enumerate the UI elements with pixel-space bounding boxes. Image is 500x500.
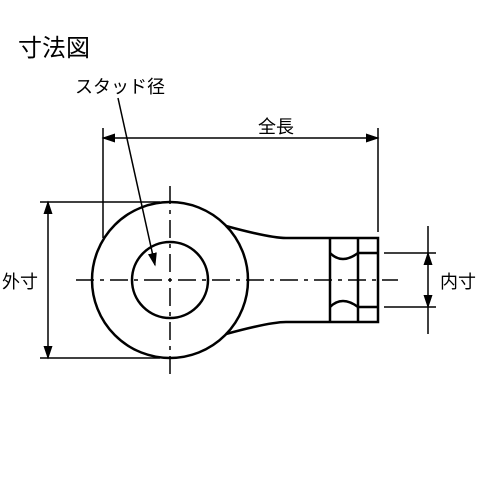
stud-leader — [118, 98, 155, 265]
dimension-diagram — [0, 0, 500, 500]
dim-overall-length — [103, 128, 378, 238]
centerlines — [76, 186, 398, 374]
